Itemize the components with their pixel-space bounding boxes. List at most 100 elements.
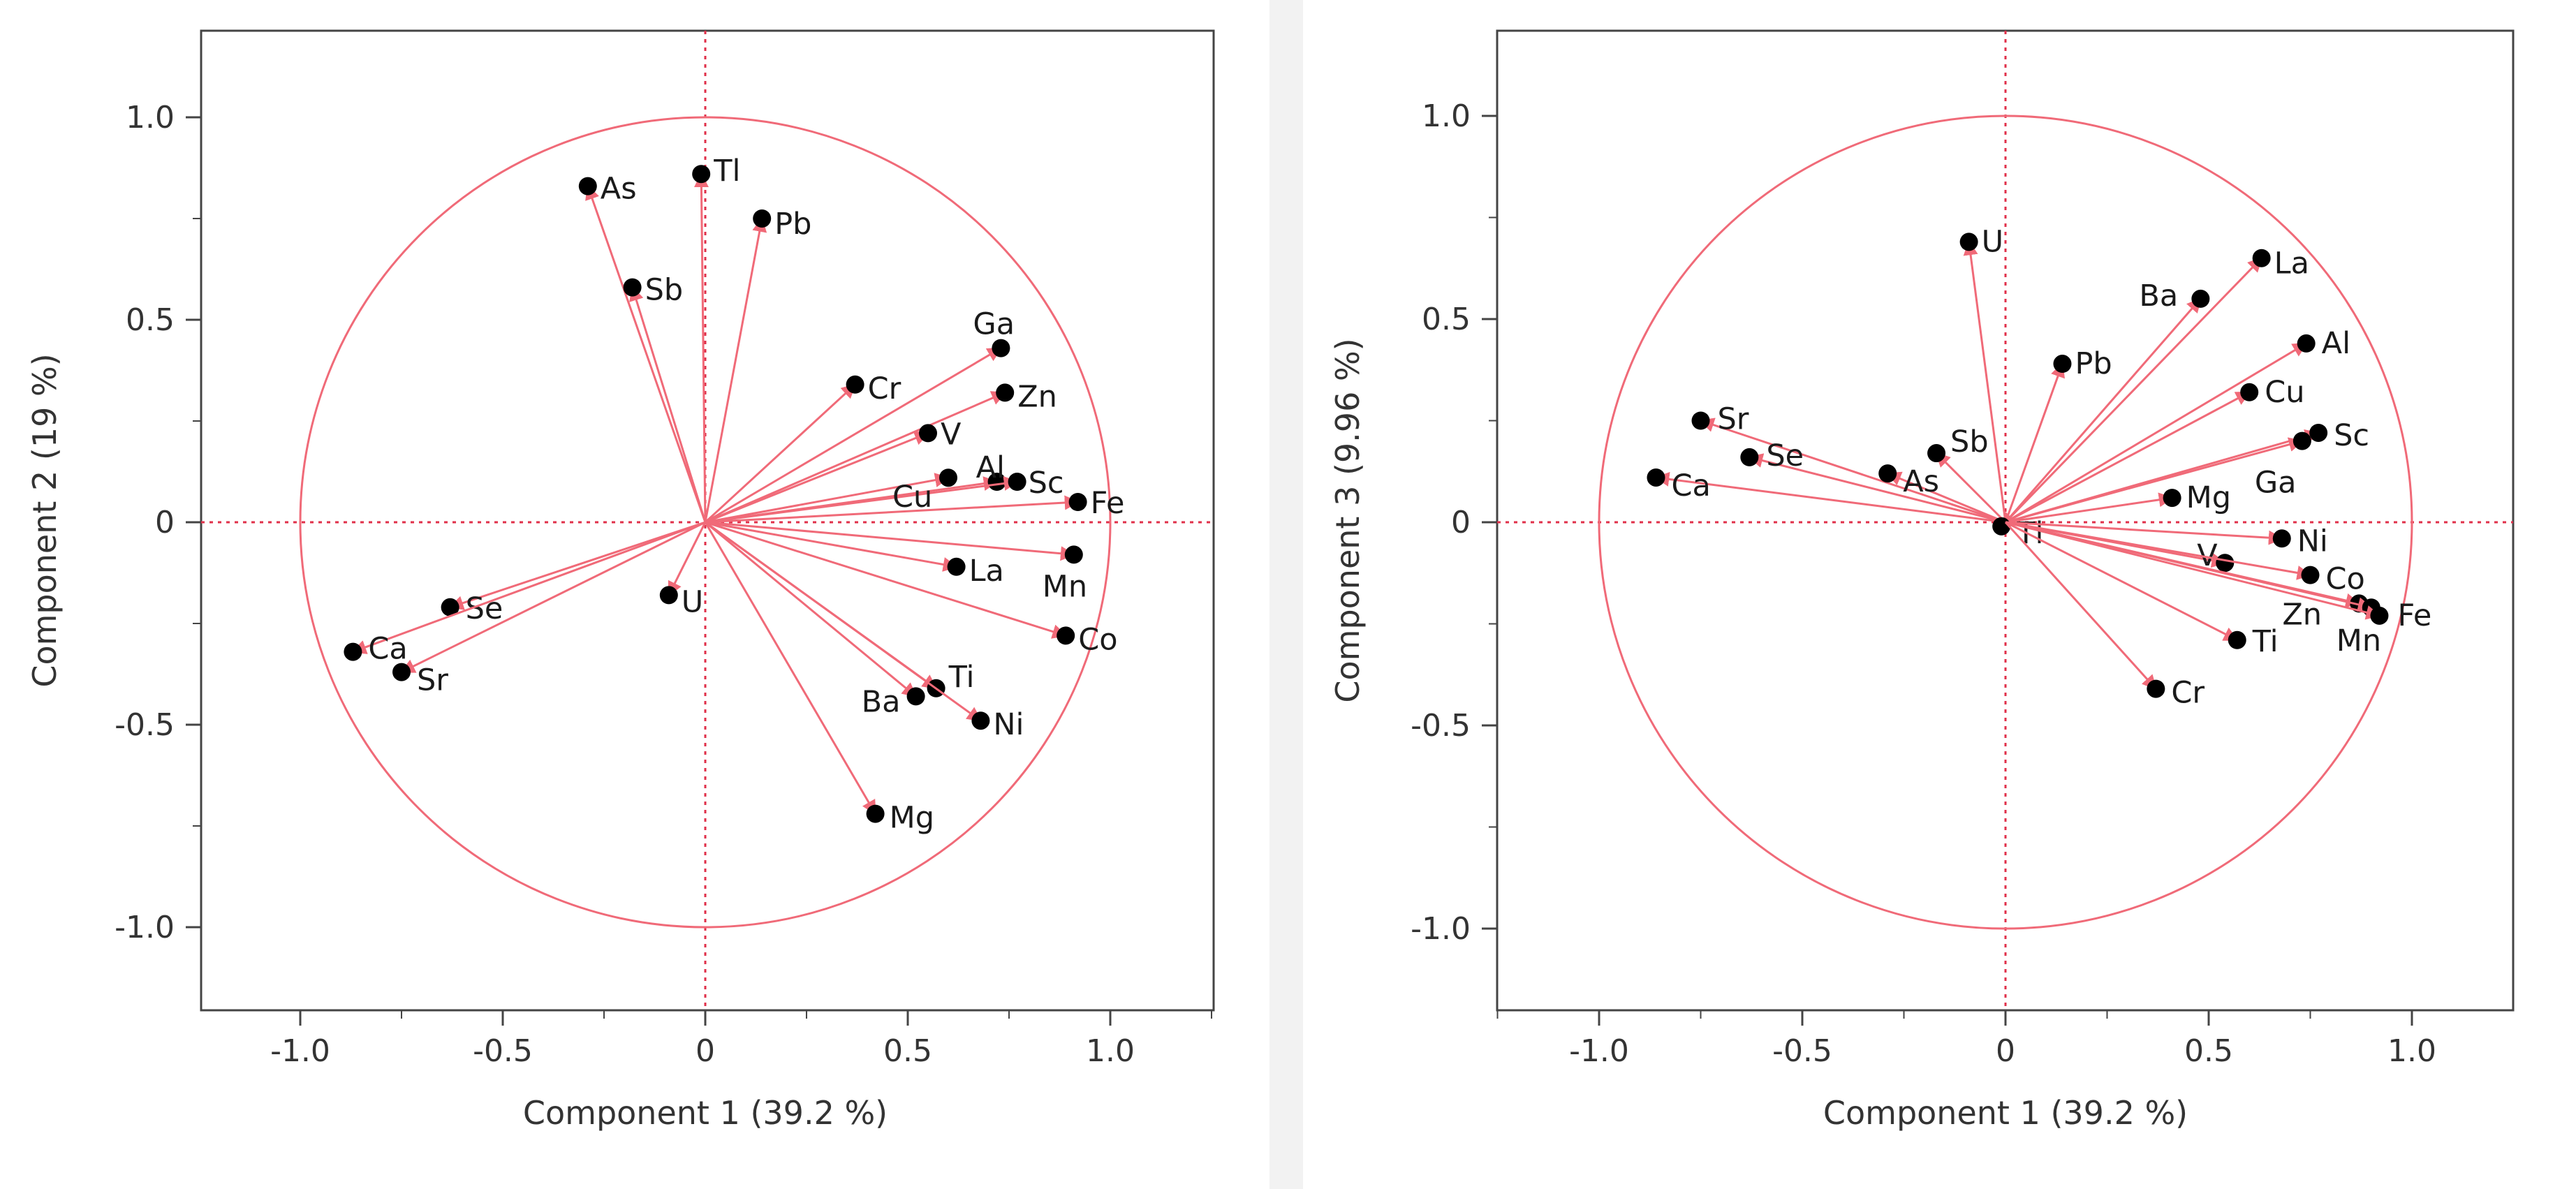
loading-label-ca: Ca [368,632,407,667]
x-tick-label: 0.5 [2184,1033,2233,1069]
loading-point-mg [866,804,885,823]
chart-1-svg: -1.0 -0.5 0 0.5 1.0 1.0 0.5 0 -0.5 -1.0 Component … [26,29,1215,1132]
loading-vector-mg [704,522,876,815]
loading-label-u: U [1982,224,2003,259]
loading-point-v [2216,554,2235,573]
loading-label-pb: Pb [2075,346,2112,381]
loading-point-cu [939,468,957,487]
loading-vector-zn [705,391,1007,524]
loading-label-mg: Mg [890,801,934,836]
loading-vector-la [705,521,958,572]
loading-label-ti: Ti [948,660,975,695]
loading-point-mn [1064,545,1083,564]
loading-plot-component-1-vs-3: -1.0 -0.5 0 0.5 1.0 1.0 0.5 0 -0.5 -1.0 Component … [1303,0,2576,1189]
loading-label-co: Co [2326,562,2365,597]
y-tick-label: 0.5 [1422,302,1471,337]
loading-point-al [2297,334,2316,353]
loading-point-ni [971,711,990,730]
y-tick-label: 0 [1451,505,1471,540]
loading-point-fe [2370,606,2389,625]
x-tick-label: -1.0 [270,1033,330,1069]
loading-point-sc [2309,423,2328,442]
y-tick-label: 0 [155,505,175,540]
y-tick-label: -0.5 [115,707,175,743]
loading-vector-mg [2005,492,2174,524]
loading-point-cu [2240,383,2259,401]
loading-vector-la [2004,257,2263,524]
loading-vector-al [2005,342,2308,524]
y-tick-label: 0.5 [126,302,175,338]
y-tick-label: -1.0 [1411,911,1471,947]
loading-point-ga [2292,431,2311,450]
loading-label-ba: Ba [2139,279,2178,313]
loading-label-zn: Zn [2282,597,2322,632]
loading-point-cr [2147,679,2165,698]
loading-vector-cr [704,383,857,524]
loading-vector-ga [2005,437,2304,524]
loading-label-al: Al [976,450,1005,485]
loading-point-ti [2228,630,2246,649]
loading-vector-u [668,522,707,597]
x-tick-label: -0.5 [1772,1033,1832,1069]
loading-point-la [2252,249,2271,267]
loading-point-se [441,598,459,616]
loading-label-fe: Fe [2397,598,2431,633]
loading-point-mg [2163,489,2181,508]
loading-label-tl: Tl [713,154,740,189]
loading-vector-cr [2004,521,2157,690]
x-axis-title: Component 1 (39.2 %) [523,1094,888,1132]
loading-label-as: As [601,172,637,207]
loading-vector-sb [1935,452,2007,524]
loading-label-ca: Ca [1671,468,1710,503]
loading-point-la [947,557,966,576]
loading-label-sr: Sr [1718,402,1749,437]
loading-vector-cu [705,473,950,524]
loading-point-pb [2053,355,2072,374]
y-tick-label: -1.0 [115,910,175,945]
loading-label-u: U [682,584,703,619]
loading-label-ni: Ni [993,707,1024,742]
loading-vector-sr [1699,418,2006,524]
loading-point-ca [344,642,362,661]
loading-label-sc: Sc [1029,466,1064,501]
loading-vector-ba [2004,297,2202,523]
loading-label-mn: Mn [2336,623,2381,658]
loading-point-ba [2191,289,2210,308]
loading-vector-ba [705,521,918,697]
loading-label-ga: Ga [973,307,1015,342]
loading-vector-mn [705,521,1075,561]
loading-vector-sr [400,521,706,673]
loading-label-sr: Sr [417,663,448,698]
loading-vector-cu [2005,391,2251,524]
loading-label-pb: Pb [774,207,811,242]
chart-2-svg: -1.0 -0.5 0 0.5 1.0 1.0 0.5 0 -0.5 -1.0 Component … [1329,29,2515,1132]
loading-point-co [1057,626,1075,645]
y-tick-label: 1.0 [1422,98,1471,134]
loading-vector-v [705,431,929,524]
loading-point-ca [1647,468,1665,487]
loading-point-pb [753,209,772,228]
loading-vector-co [705,521,1068,639]
loading-label-ba: Ba [862,684,901,719]
loading-vector-fe [2005,521,2381,620]
loading-point-fe [1068,493,1087,511]
loading-point-sr [392,663,411,681]
loading-vector-pb [704,216,767,523]
unit-circle [299,116,1112,929]
loading-label-co: Co [1078,622,1117,657]
x-tick-label: 1.0 [2387,1033,2436,1069]
loading-vector-co [2005,521,2312,580]
loading-point-sc [1008,473,1026,491]
y-tick-label: 1.0 [126,100,175,135]
loading-label-mn: Mn [1043,569,1087,604]
loading-point-cr [846,375,864,394]
loading-label-tl: Tl [2016,516,2043,551]
loading-point-co [2301,566,2320,584]
loading-label-fe: Fe [1091,486,1125,521]
x-tick-label: -1.0 [1569,1033,1629,1069]
loading-point-al [987,473,1006,491]
loading-label-mg: Mg [2186,480,2231,515]
loading-label-sc: Sc [2334,418,2369,453]
loading-vector-as [585,184,707,523]
unit-circle [1598,115,2413,930]
